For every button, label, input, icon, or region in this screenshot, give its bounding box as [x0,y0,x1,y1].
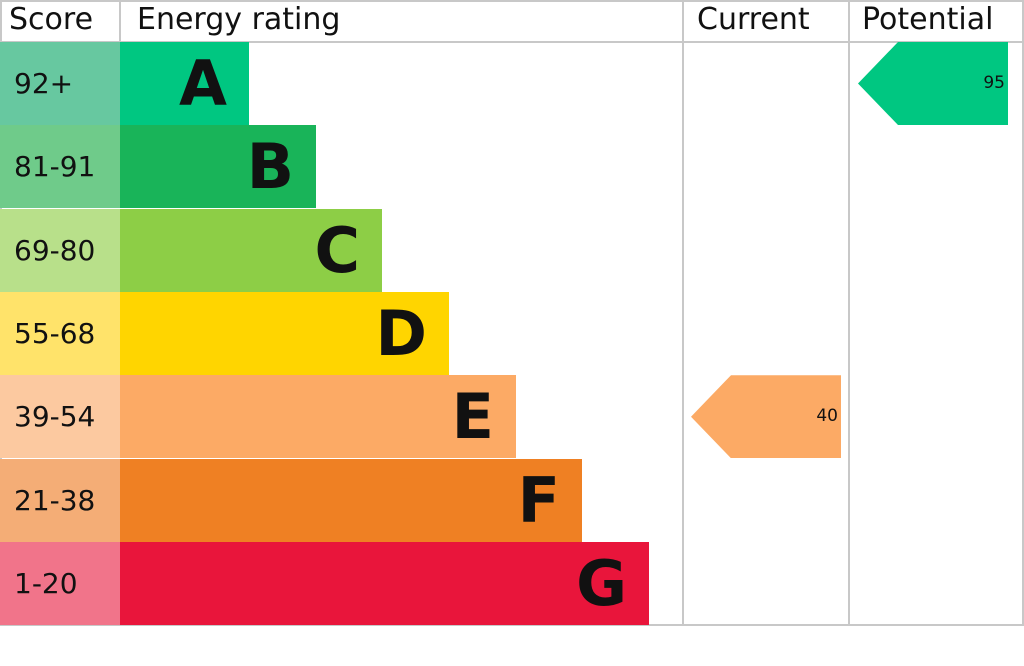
band-letter: E [451,380,494,454]
current-divider [682,0,684,626]
band-letter: A [179,47,227,120]
band-letter: C [314,213,360,287]
band-letter: B [246,130,294,204]
bottom-border [0,624,1024,626]
potential-value: 95 [983,73,1005,93]
header-divider [0,41,1024,43]
rating-bar-d: D [120,291,449,375]
rating-bar-c: C [120,208,382,292]
score-divider [119,0,121,42]
score-cell: 39-54 [0,375,120,459]
header-current: Current [697,2,810,37]
rating-bar-a: A [120,42,249,125]
score-cell: 55-68 [0,291,120,375]
rating-bar-b: B [120,125,316,209]
band-letter: G [576,546,627,620]
rating-bar-g: G [120,541,649,625]
top-border [0,0,1024,2]
score-cell: 92+ [0,42,120,125]
band-letter: D [375,296,427,370]
score-cell: 21-38 [0,458,120,542]
rating-bar-f: F [120,458,582,542]
header-energy-rating: Energy rating [137,2,341,37]
potential-rating-arrow: 95 [858,42,1008,125]
right-border [1022,0,1024,626]
header-score: Score [9,2,94,37]
header-potential: Potential [862,2,994,37]
potential-divider [848,0,850,626]
score-cell: 69-80 [0,208,120,292]
score-cell: 1-20 [0,541,120,625]
band-letter: F [517,463,560,537]
current-rating-arrow: 40 [691,375,841,459]
score-cell: 81-91 [0,125,120,209]
current-value: 40 [816,406,838,427]
rating-bar-e: E [120,375,516,459]
